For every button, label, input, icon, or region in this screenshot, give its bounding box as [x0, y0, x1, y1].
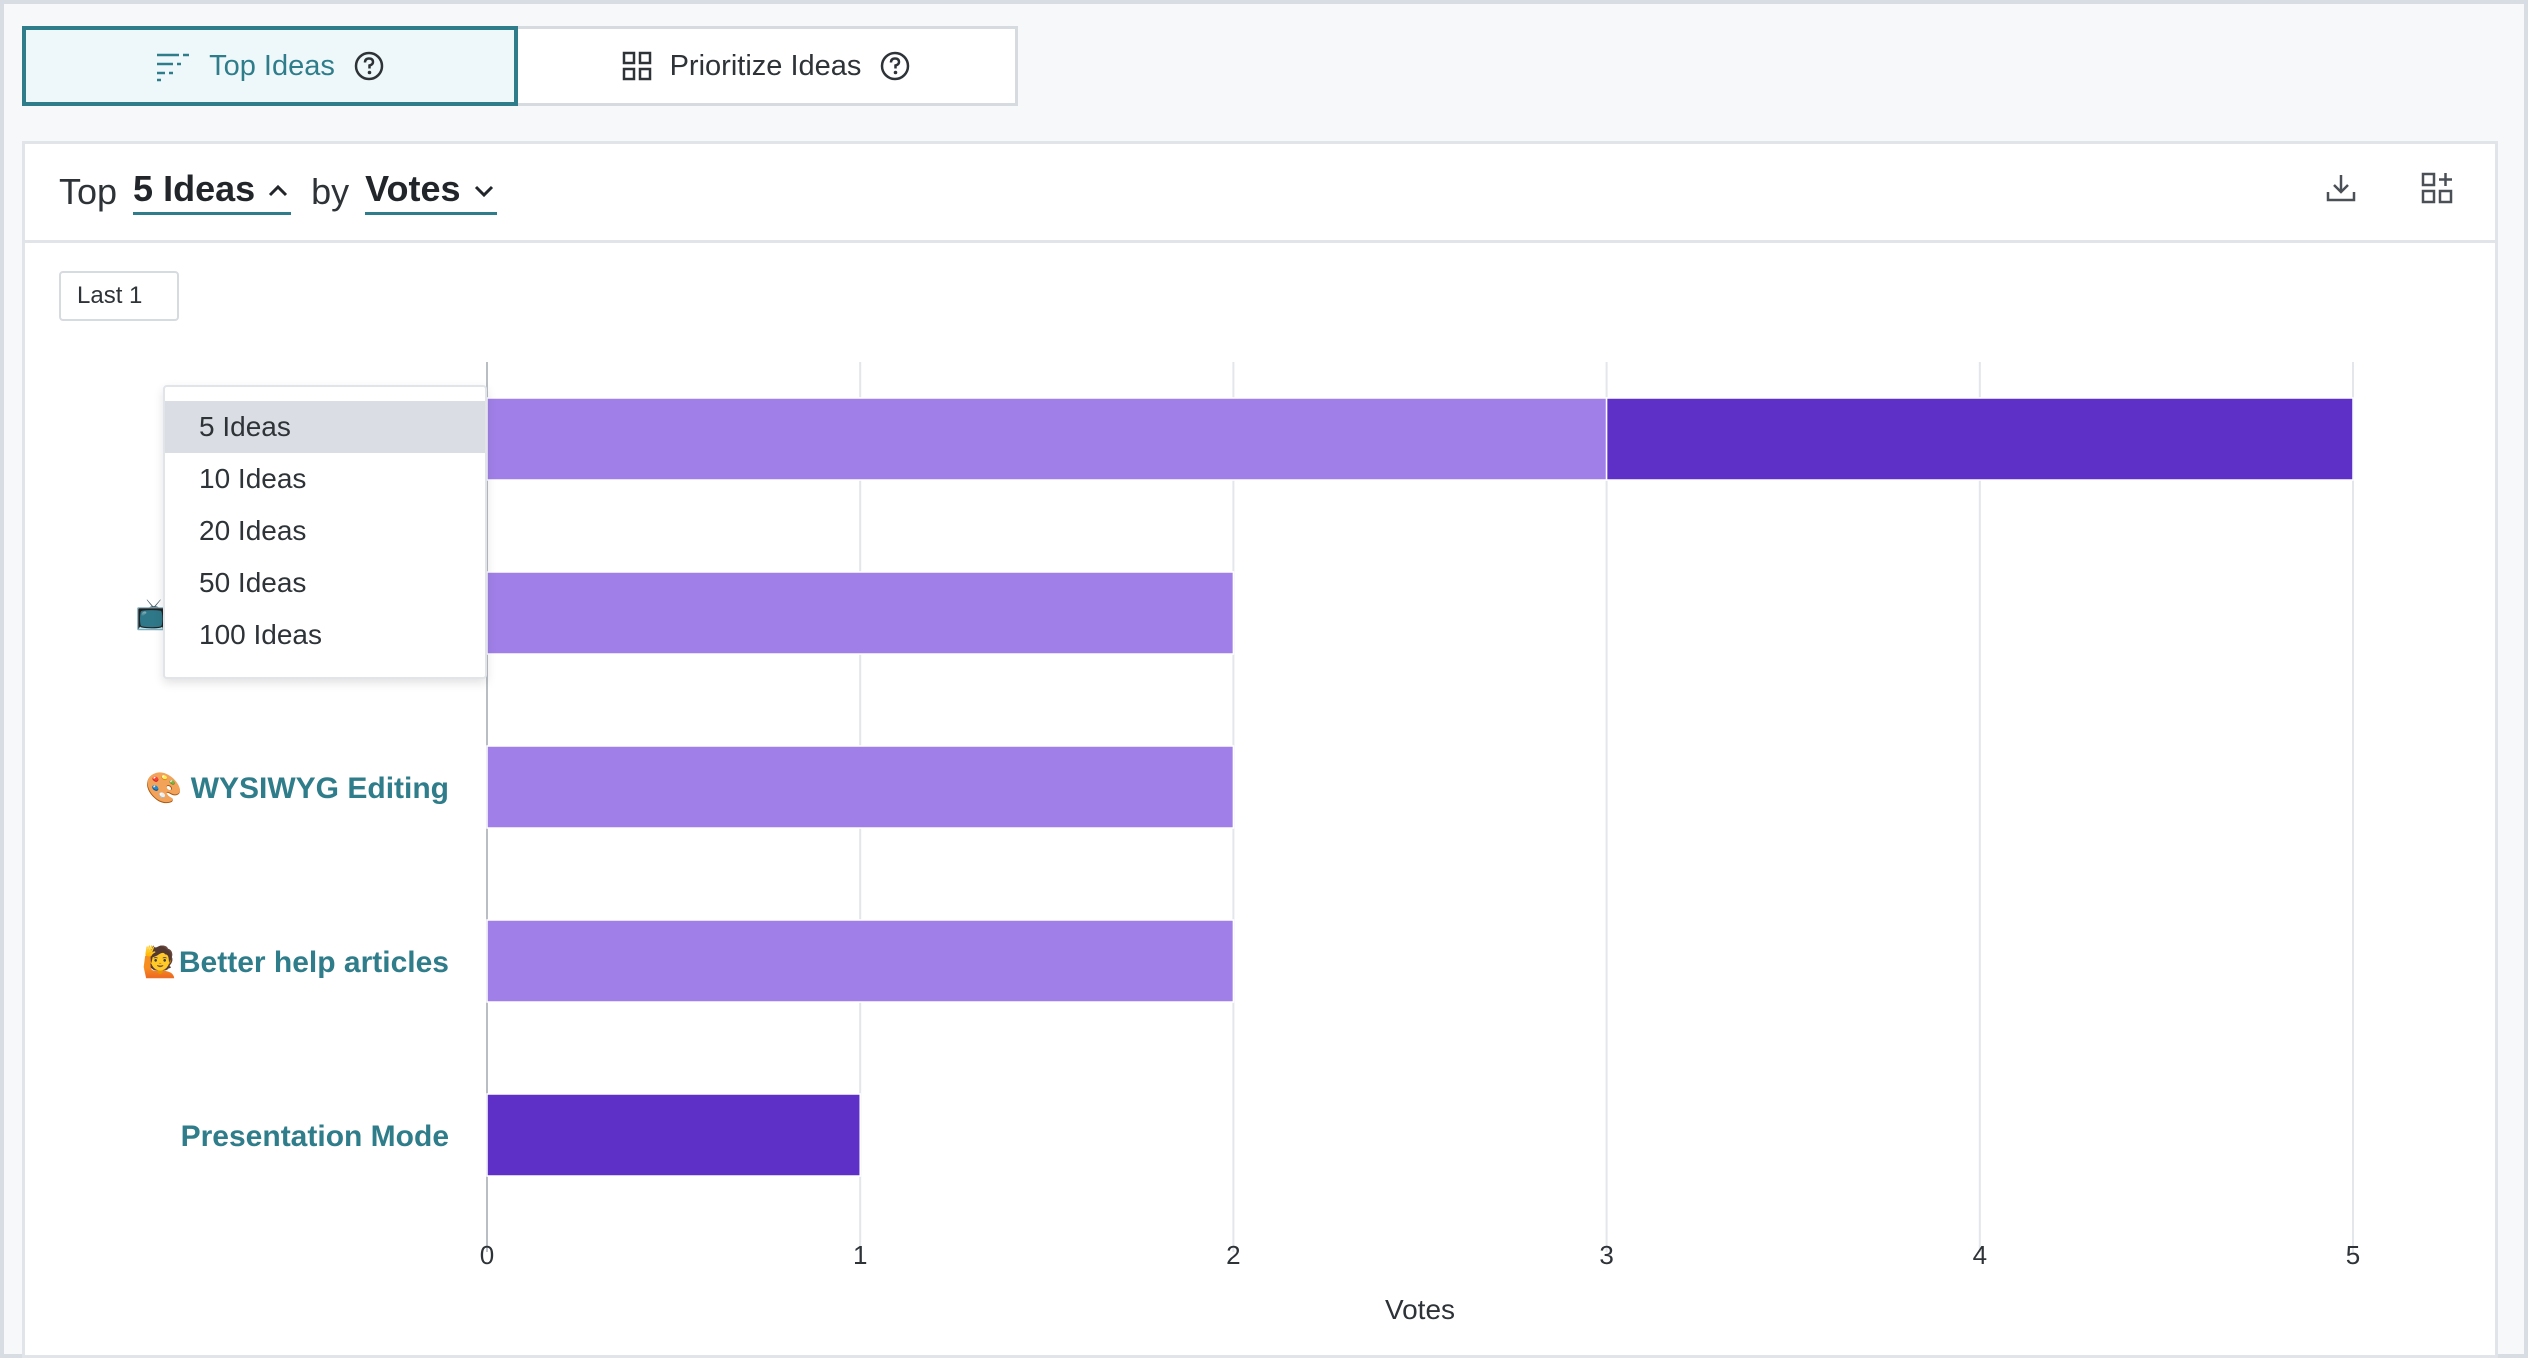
download-icon[interactable]: [2323, 170, 2359, 206]
x-tick-label: 1: [853, 1240, 867, 1270]
metric-value: Votes: [365, 168, 461, 209]
tab-top-ideas[interactable]: Top Ideas: [22, 26, 518, 106]
votes-bar-chart: ✨Da📺 Presentation Mode🎨 WYSIWYG Editing🙋…: [135, 362, 2360, 1325]
x-tick-label: 3: [1599, 1240, 1613, 1270]
view-tabs: Top Ideas Prioritize Ideas: [22, 26, 1018, 106]
tab-prioritize-ideas[interactable]: Prioritize Ideas: [518, 26, 1018, 106]
help-icon[interactable]: [879, 50, 911, 82]
menu-item-100-ideas[interactable]: 100 Ideas: [199, 619, 322, 650]
metric-dropdown[interactable]: Votes: [365, 168, 497, 215]
x-axis-title: Votes: [1385, 1294, 1455, 1325]
title-prefix: Top: [59, 170, 118, 212]
menu-item-20-ideas[interactable]: 20 Ideas: [199, 515, 307, 546]
chart-panel: Top 5 Ideas by Votes: [22, 141, 2498, 1358]
help-icon[interactable]: [353, 50, 385, 82]
add-to-dashboard-icon[interactable]: [2419, 170, 2455, 206]
menu-item-5-ideas[interactable]: 5 Ideas: [165, 401, 485, 453]
bar[interactable]: [486, 1093, 861, 1177]
title-connector: by: [311, 170, 350, 212]
header-actions: [2323, 170, 2455, 206]
bar[interactable]: [486, 745, 1235, 829]
bar[interactable]: [486, 571, 1235, 655]
idea-count-menu: 5 Ideas 10 Ideas 20 Ideas 50 Ideas 100 Ideas: [163, 385, 487, 679]
idea-count-dropdown[interactable]: 5 Ideas: [133, 168, 292, 215]
x-tick-label: 0: [480, 1240, 494, 1270]
category-label[interactable]: Presentation Mode: [181, 1120, 449, 1153]
bar[interactable]: [1605, 397, 2354, 481]
chevron-down-icon: [471, 168, 497, 210]
x-tick-label: 4: [1973, 1240, 1987, 1270]
category-label[interactable]: 🎨 WYSIWYG Editing: [145, 769, 449, 805]
sort-lines-icon: [155, 50, 191, 82]
grid-icon: [622, 51, 652, 81]
bar[interactable]: [486, 397, 1608, 481]
menu-item-10-ideas[interactable]: 10 Ideas: [199, 463, 307, 494]
bar[interactable]: [486, 919, 1235, 1003]
tab-prioritize-ideas-label: Prioritize Ideas: [669, 49, 862, 82]
tab-top-ideas-label: Top Ideas: [209, 49, 335, 82]
category-label[interactable]: 🙋Better help articles: [142, 944, 449, 979]
x-tick-label: 5: [2346, 1240, 2360, 1270]
panel-header: Top 5 Ideas by Votes: [25, 144, 2495, 243]
chart-title-controls: Top 5 Ideas by Votes: [59, 168, 517, 215]
x-tick-label: 2: [1226, 1240, 1240, 1270]
idea-count-value: 5 Ideas: [133, 168, 256, 209]
menu-item-50-ideas[interactable]: 50 Ideas: [199, 567, 307, 598]
date-range-filter[interactable]: Last 1: [59, 271, 179, 321]
chevron-up-icon: [265, 168, 291, 210]
